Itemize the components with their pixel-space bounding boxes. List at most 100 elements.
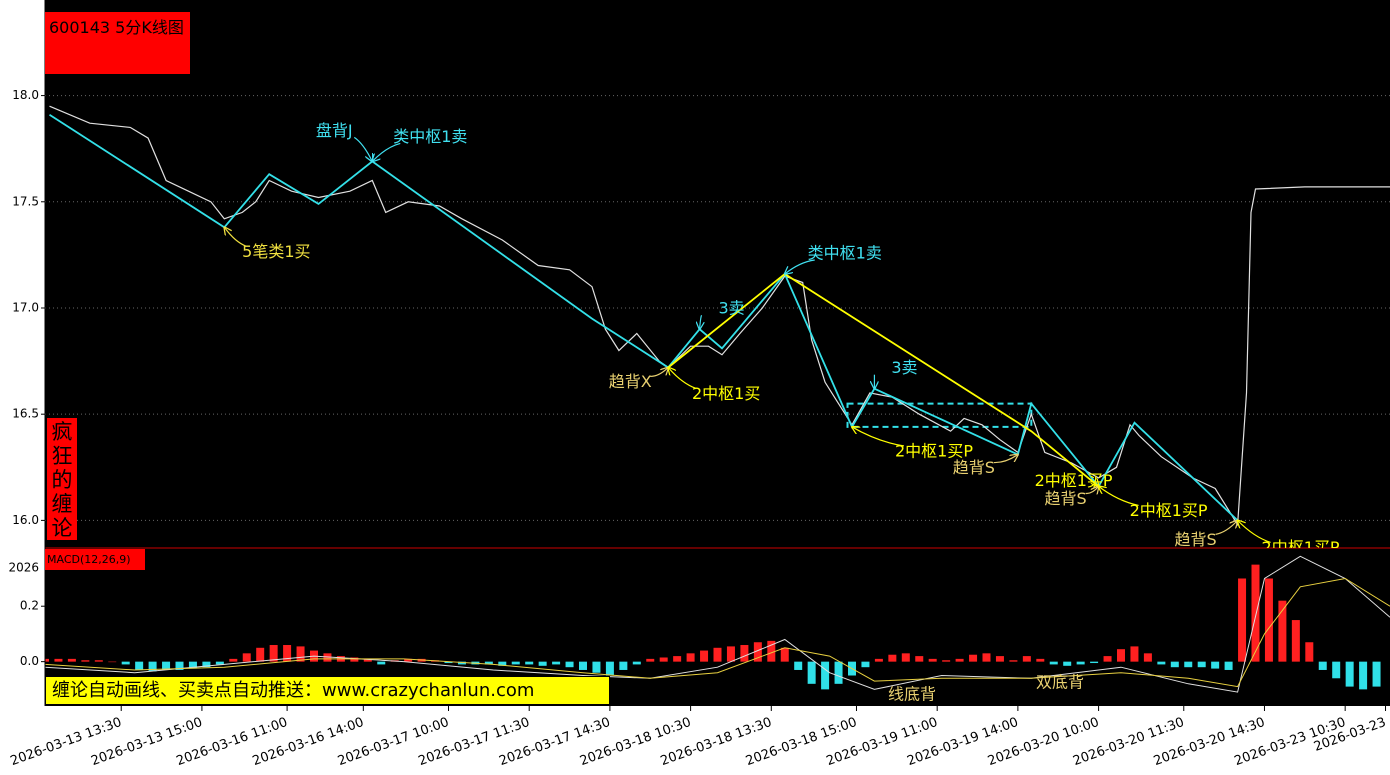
macd-bar bbox=[242, 653, 251, 662]
annotation-label: 趋背S bbox=[1174, 530, 1216, 549]
macd-bar bbox=[1197, 661, 1206, 668]
macd-bar bbox=[135, 661, 144, 670]
side-label: 疯狂的缠论 bbox=[47, 418, 77, 540]
macd-annotation: 双底背 bbox=[1036, 673, 1084, 692]
macd-bar bbox=[605, 661, 614, 676]
macd-bar bbox=[1278, 600, 1287, 662]
annotation-label: 2中枢1买P bbox=[1130, 501, 1208, 520]
promo-banner: 缠论自动画线、买卖点自动推送：www.crazychanlun.com bbox=[45, 676, 610, 705]
macd-bar bbox=[81, 660, 90, 662]
macd-bar bbox=[538, 661, 547, 666]
macd-bar bbox=[121, 661, 130, 665]
stroke-line bbox=[49, 113, 1239, 522]
macd-bar bbox=[1022, 656, 1031, 662]
annotation-label: 2中枢1买P bbox=[1035, 471, 1113, 490]
macd-bar bbox=[1359, 661, 1368, 690]
macd-bar bbox=[1036, 658, 1045, 662]
macd-bar bbox=[45, 658, 49, 662]
y-tick-label: 16.0 bbox=[12, 513, 39, 527]
macd-bar bbox=[1332, 661, 1341, 679]
annotation-arrow bbox=[1238, 520, 1271, 543]
macd-bar bbox=[148, 661, 157, 672]
segment-line bbox=[667, 272, 1100, 488]
macd-bar bbox=[1305, 642, 1314, 662]
annotation-label: 盘背J bbox=[316, 121, 353, 140]
macd-bar bbox=[995, 656, 1004, 662]
annotation-label: 趋背S bbox=[1044, 489, 1086, 508]
macd-bar bbox=[94, 660, 103, 662]
macd-bar bbox=[229, 658, 238, 662]
macd-bar bbox=[713, 647, 722, 662]
annotation-label: 3卖 bbox=[891, 358, 917, 377]
macd-bar bbox=[283, 645, 292, 662]
macd-bar bbox=[565, 661, 574, 668]
macd-bar bbox=[1170, 661, 1179, 668]
annotation-arrow bbox=[224, 227, 247, 247]
macd-bar bbox=[202, 661, 211, 668]
macd-bar bbox=[404, 658, 413, 662]
macd-bar bbox=[1117, 649, 1125, 662]
macd-bar bbox=[511, 661, 520, 665]
macd-bar bbox=[1291, 620, 1300, 662]
macd-bar bbox=[740, 645, 749, 662]
macd-bar bbox=[1063, 661, 1072, 666]
macd-bar bbox=[1157, 661, 1166, 665]
macd-bar bbox=[457, 661, 466, 665]
annotation-label: 3卖 bbox=[718, 299, 744, 318]
macd-bar bbox=[175, 661, 184, 670]
annotation-label: 2中枢1买P bbox=[1262, 538, 1340, 557]
macd-bar bbox=[108, 661, 117, 663]
macd-bar bbox=[1076, 661, 1085, 665]
macd-bar bbox=[753, 642, 762, 662]
macd-bar bbox=[350, 657, 359, 662]
y-tick-label: 0.0 bbox=[20, 654, 39, 668]
macd-bar bbox=[484, 661, 493, 665]
title-box: 600143 5分K线图 bbox=[45, 12, 190, 74]
macd-bar bbox=[942, 660, 951, 662]
annotation-arrow bbox=[650, 367, 668, 378]
macd-bar bbox=[1049, 661, 1058, 665]
macd-bar bbox=[1009, 660, 1018, 662]
y-tick-label: 16.5 bbox=[12, 407, 39, 421]
macd-bar bbox=[874, 658, 883, 662]
macd-bar bbox=[1211, 661, 1220, 669]
macd-bar bbox=[54, 658, 63, 662]
annotation-label: 5笔类1买 bbox=[242, 242, 310, 261]
macd-bar bbox=[323, 653, 332, 662]
annotation-arrow bbox=[1215, 520, 1238, 535]
dea-line bbox=[45, 577, 1390, 688]
macd-bar bbox=[363, 658, 372, 662]
macd-bar bbox=[188, 661, 197, 669]
annotation-label: 趋背X bbox=[609, 372, 652, 391]
y-tick-label: 17.5 bbox=[12, 194, 39, 208]
macd-bar bbox=[659, 657, 668, 662]
y-tick-label: 18.0 bbox=[12, 88, 39, 102]
y-tick-label: 0.2 bbox=[20, 599, 39, 613]
macd-bar bbox=[1238, 578, 1247, 662]
macd-bar bbox=[982, 653, 991, 662]
annotation-label: 类中枢1卖 bbox=[808, 244, 882, 263]
macd-bar bbox=[767, 640, 776, 662]
macd-bar bbox=[296, 646, 305, 662]
annotation-arrow bbox=[993, 455, 1018, 464]
macd-bar bbox=[1372, 661, 1381, 687]
annotation-label: 2中枢1买 bbox=[692, 384, 760, 403]
macd-bar bbox=[888, 654, 897, 662]
macd-bar bbox=[969, 654, 978, 662]
macd-panel bbox=[45, 555, 1390, 693]
macd-bar bbox=[619, 661, 628, 670]
annotation-label: 类中枢1卖 bbox=[393, 127, 467, 146]
macd-bar bbox=[700, 650, 709, 662]
macd-bar bbox=[1184, 661, 1193, 668]
macd-bar bbox=[673, 656, 682, 662]
macd-bar bbox=[215, 661, 224, 665]
macd-bar bbox=[928, 658, 937, 662]
price-line bbox=[49, 105, 1390, 527]
macd-bar bbox=[686, 653, 695, 662]
macd-bar bbox=[901, 653, 910, 662]
macd-bar bbox=[377, 661, 386, 665]
macd-bar bbox=[1345, 661, 1354, 687]
annotation-label: 2中枢1买P bbox=[895, 441, 973, 460]
macd-bar bbox=[1103, 656, 1112, 662]
